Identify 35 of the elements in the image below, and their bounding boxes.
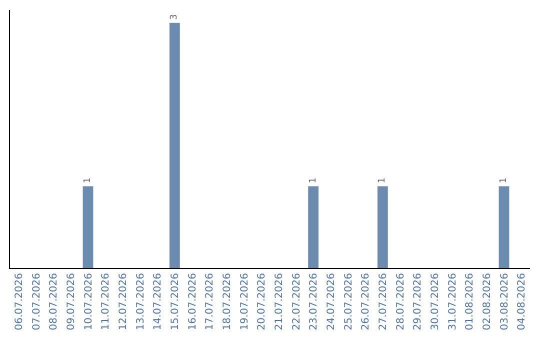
x-tick-label: 24.07.2026 bbox=[326, 273, 337, 330]
x-tick-label: 17.07.2026 bbox=[204, 273, 216, 330]
x-tick-label: 01.08.2026 bbox=[464, 273, 476, 330]
data-label: 1 bbox=[83, 178, 93, 184]
x-tick-label: 22.07.2026 bbox=[291, 273, 302, 330]
x-tick-label: 02.08.2026 bbox=[482, 273, 493, 330]
x-tick-label: 26.07.2026 bbox=[360, 273, 372, 330]
x-tick-label: 06.07.2026 bbox=[14, 273, 25, 330]
x-tick-label: 15.07.2026 bbox=[170, 273, 181, 330]
x-tick-label: 18.07.2026 bbox=[222, 273, 233, 330]
x-tick-label: 10.07.2026 bbox=[83, 273, 94, 330]
x-tick-label: 04.08.2026 bbox=[516, 273, 528, 330]
x-tick-label: 11.07.2026 bbox=[100, 273, 112, 330]
x-tick-label: 12.07.2026 bbox=[118, 273, 129, 330]
x-tick-label: 30.07.2026 bbox=[430, 273, 441, 330]
x-tick-label: 25.07.2026 bbox=[343, 273, 354, 330]
x-tick-label: 31.07.2026 bbox=[447, 273, 458, 330]
x-tick-label: 21.07.2026 bbox=[274, 273, 285, 330]
x-tick-label: 27.07.2026 bbox=[378, 273, 389, 330]
x-tick-label: 08.07.2026 bbox=[48, 273, 60, 330]
x-tick-label: 14.07.2026 bbox=[152, 273, 164, 330]
data-label: 1 bbox=[308, 178, 318, 184]
x-tick-label: 03.08.2026 bbox=[499, 273, 510, 330]
data-label: 1 bbox=[378, 178, 388, 184]
x-tick-label: 29.07.2026 bbox=[412, 273, 424, 330]
x-tick-label: 23.07.2026 bbox=[308, 273, 320, 330]
x-tick-label: 20.07.2026 bbox=[256, 273, 268, 330]
x-tick-label: 16.07.2026 bbox=[187, 273, 198, 330]
x-tick-label: 19.07.2026 bbox=[239, 273, 250, 330]
x-tick-label: 09.07.2026 bbox=[66, 273, 77, 330]
data-label: 3 bbox=[170, 14, 180, 20]
x-tick-label: 28.07.2026 bbox=[395, 273, 406, 330]
x-tick-label: 13.07.2026 bbox=[135, 273, 146, 330]
data-label: 1 bbox=[499, 178, 509, 184]
x-tick-label: 07.07.2026 bbox=[31, 273, 42, 330]
